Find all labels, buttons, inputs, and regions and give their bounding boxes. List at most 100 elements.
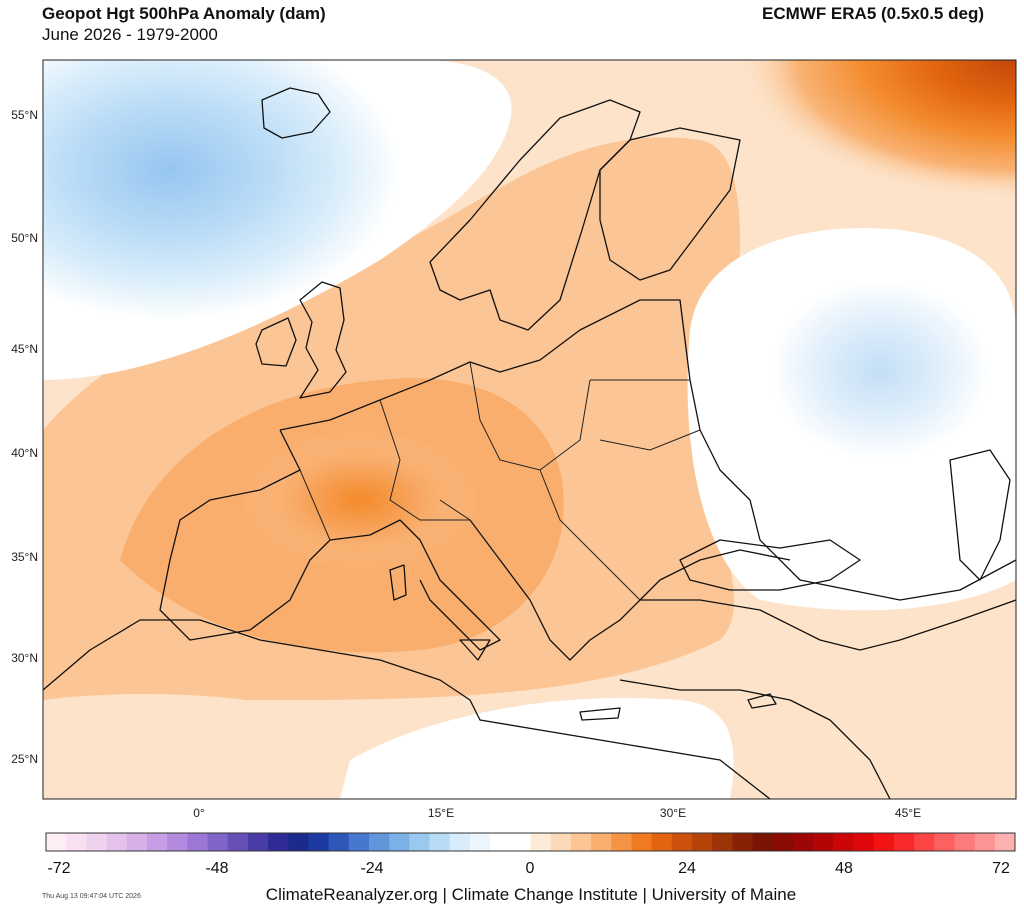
- coast-cyprus: [747, 693, 777, 709]
- lat-label-55: 55°N: [11, 108, 38, 122]
- border-romania: [539, 469, 641, 601]
- map-frame: [42, 59, 1017, 800]
- colorbar-swatch: [288, 833, 309, 851]
- colorbar-swatch: [469, 833, 491, 851]
- colorbar-swatch: [611, 833, 632, 851]
- lat-label-45: 45°N: [11, 342, 38, 356]
- coast-italy: [329, 519, 501, 651]
- coast-finland: [599, 127, 741, 281]
- map-subtitle: June 2026 - 1979-2000: [42, 25, 218, 44]
- field-anomaly-africa: [43, 694, 340, 799]
- lon-label-0: 0°: [193, 806, 205, 820]
- colorbar-swatch: [429, 833, 451, 851]
- colorbar: [46, 833, 1016, 851]
- colorbar-swatch: [954, 833, 976, 851]
- coast-caspian: [949, 449, 1011, 581]
- colorbar-frame: [45, 832, 1016, 852]
- field-negative-russia: [770, 280, 990, 460]
- coast-crete: [579, 707, 621, 721]
- coast-continental-north: [279, 299, 1016, 601]
- colorbar-swatch: [752, 833, 774, 851]
- coast-black-sea: [679, 539, 861, 591]
- coastlines: [43, 87, 1016, 799]
- colorbar-swatch: [86, 833, 108, 851]
- colorbar-label-neg24: -24: [360, 860, 383, 877]
- generated-timestamp: Thu Aug 13 09:47:04 UTC 2026: [42, 893, 141, 900]
- colorbar-label-48: 48: [835, 860, 853, 877]
- lat-label-50: 50°N: [11, 231, 38, 245]
- map-title: Geopot Hgt 500hPa Anomaly (dam): [42, 4, 326, 23]
- colorbar-swatch: [692, 833, 713, 851]
- coast-sicily: [459, 639, 491, 661]
- field-neutral-mediterranean: [340, 698, 734, 799]
- colorbar-swatch: [813, 833, 834, 851]
- colorbar-swatch: [409, 833, 431, 851]
- colorbar-swatch: [207, 833, 229, 851]
- colorbar-swatch: [631, 833, 653, 851]
- colorbar-swatch: [530, 833, 552, 851]
- coast-balkans: [469, 519, 791, 661]
- colorbar-swatch: [227, 833, 249, 851]
- coast-turkey-south: [619, 679, 891, 799]
- border-spain-france: [299, 469, 331, 541]
- colorbar-swatch: [46, 833, 67, 851]
- colorbar-swatch: [772, 833, 794, 851]
- lon-label-30e: 30°E: [660, 806, 686, 820]
- field-anomaly-core: [240, 430, 480, 570]
- coast-sardinia: [389, 564, 407, 601]
- lon-label-45e: 45°E: [895, 806, 921, 820]
- lat-label-40: 40°N: [11, 446, 38, 460]
- colorbar-swatch: [550, 833, 572, 851]
- longitude-labels: 0° 15°E 30°E 45°E: [193, 806, 921, 820]
- coast-north-africa: [43, 619, 771, 799]
- colorbar-swatch: [268, 833, 289, 851]
- colorbar-swatch: [146, 833, 168, 851]
- colorbar-swatch: [853, 833, 875, 851]
- colorbar-swatch: [893, 833, 915, 851]
- coast-iceland: [261, 87, 331, 139]
- colorbar-labels: -72 -48 -24 0 24 48 72: [47, 860, 1010, 877]
- colorbar-swatch: [994, 833, 1016, 851]
- colorbar-swatch: [308, 833, 330, 851]
- lat-label-25: 25°N: [11, 752, 38, 766]
- colorbar-swatch: [348, 833, 370, 851]
- coast-ireland: [255, 317, 297, 367]
- coast-turkey-north: [640, 599, 1016, 651]
- colorbar-swatch: [732, 833, 754, 851]
- colorbar-label-neg72: -72: [47, 860, 70, 877]
- country-borders: [299, 361, 701, 601]
- coast-scandinavia: [429, 99, 641, 331]
- border-ukraine: [599, 429, 701, 451]
- colorbar-label-0: 0: [526, 860, 535, 877]
- colorbar-swatch: [570, 833, 592, 851]
- field-negative-atlantic: [43, 60, 400, 320]
- coast-great-britain: [299, 281, 347, 399]
- colorbar-swatch: [106, 833, 128, 851]
- lon-label-15e: 15°E: [428, 806, 454, 820]
- lat-label-30: 30°N: [11, 651, 38, 665]
- credit-line: ClimateReanalyzer.org | Climate Change I…: [265, 885, 797, 904]
- colorbar-swatch: [490, 833, 511, 851]
- border-poland: [469, 361, 591, 471]
- colorbar-swatch: [833, 833, 854, 851]
- colorbar-swatch: [591, 833, 612, 851]
- colorbar-label-72: 72: [992, 860, 1010, 877]
- colorbar-swatch: [449, 833, 471, 851]
- colorbar-swatch: [126, 833, 148, 851]
- colorbar-swatch: [974, 833, 996, 851]
- data-source-label: ECMWF ERA5 (0.5x0.5 deg): [762, 4, 984, 23]
- colorbar-swatch: [389, 833, 410, 851]
- colorbar-swatch: [671, 833, 693, 851]
- colorbar-swatch: [247, 833, 269, 851]
- border-austria: [439, 499, 501, 561]
- colorbar-swatch: [792, 833, 814, 851]
- colorbar-label-24: 24: [678, 860, 696, 877]
- colorbar-swatch: [187, 833, 208, 851]
- colorbar-swatch: [66, 833, 87, 851]
- coast-iberia: [159, 429, 331, 641]
- colorbar-swatch: [167, 833, 188, 851]
- colorbar-swatch: [934, 833, 955, 851]
- colorbar-swatch: [510, 833, 531, 851]
- anomaly-field: [43, 60, 1016, 799]
